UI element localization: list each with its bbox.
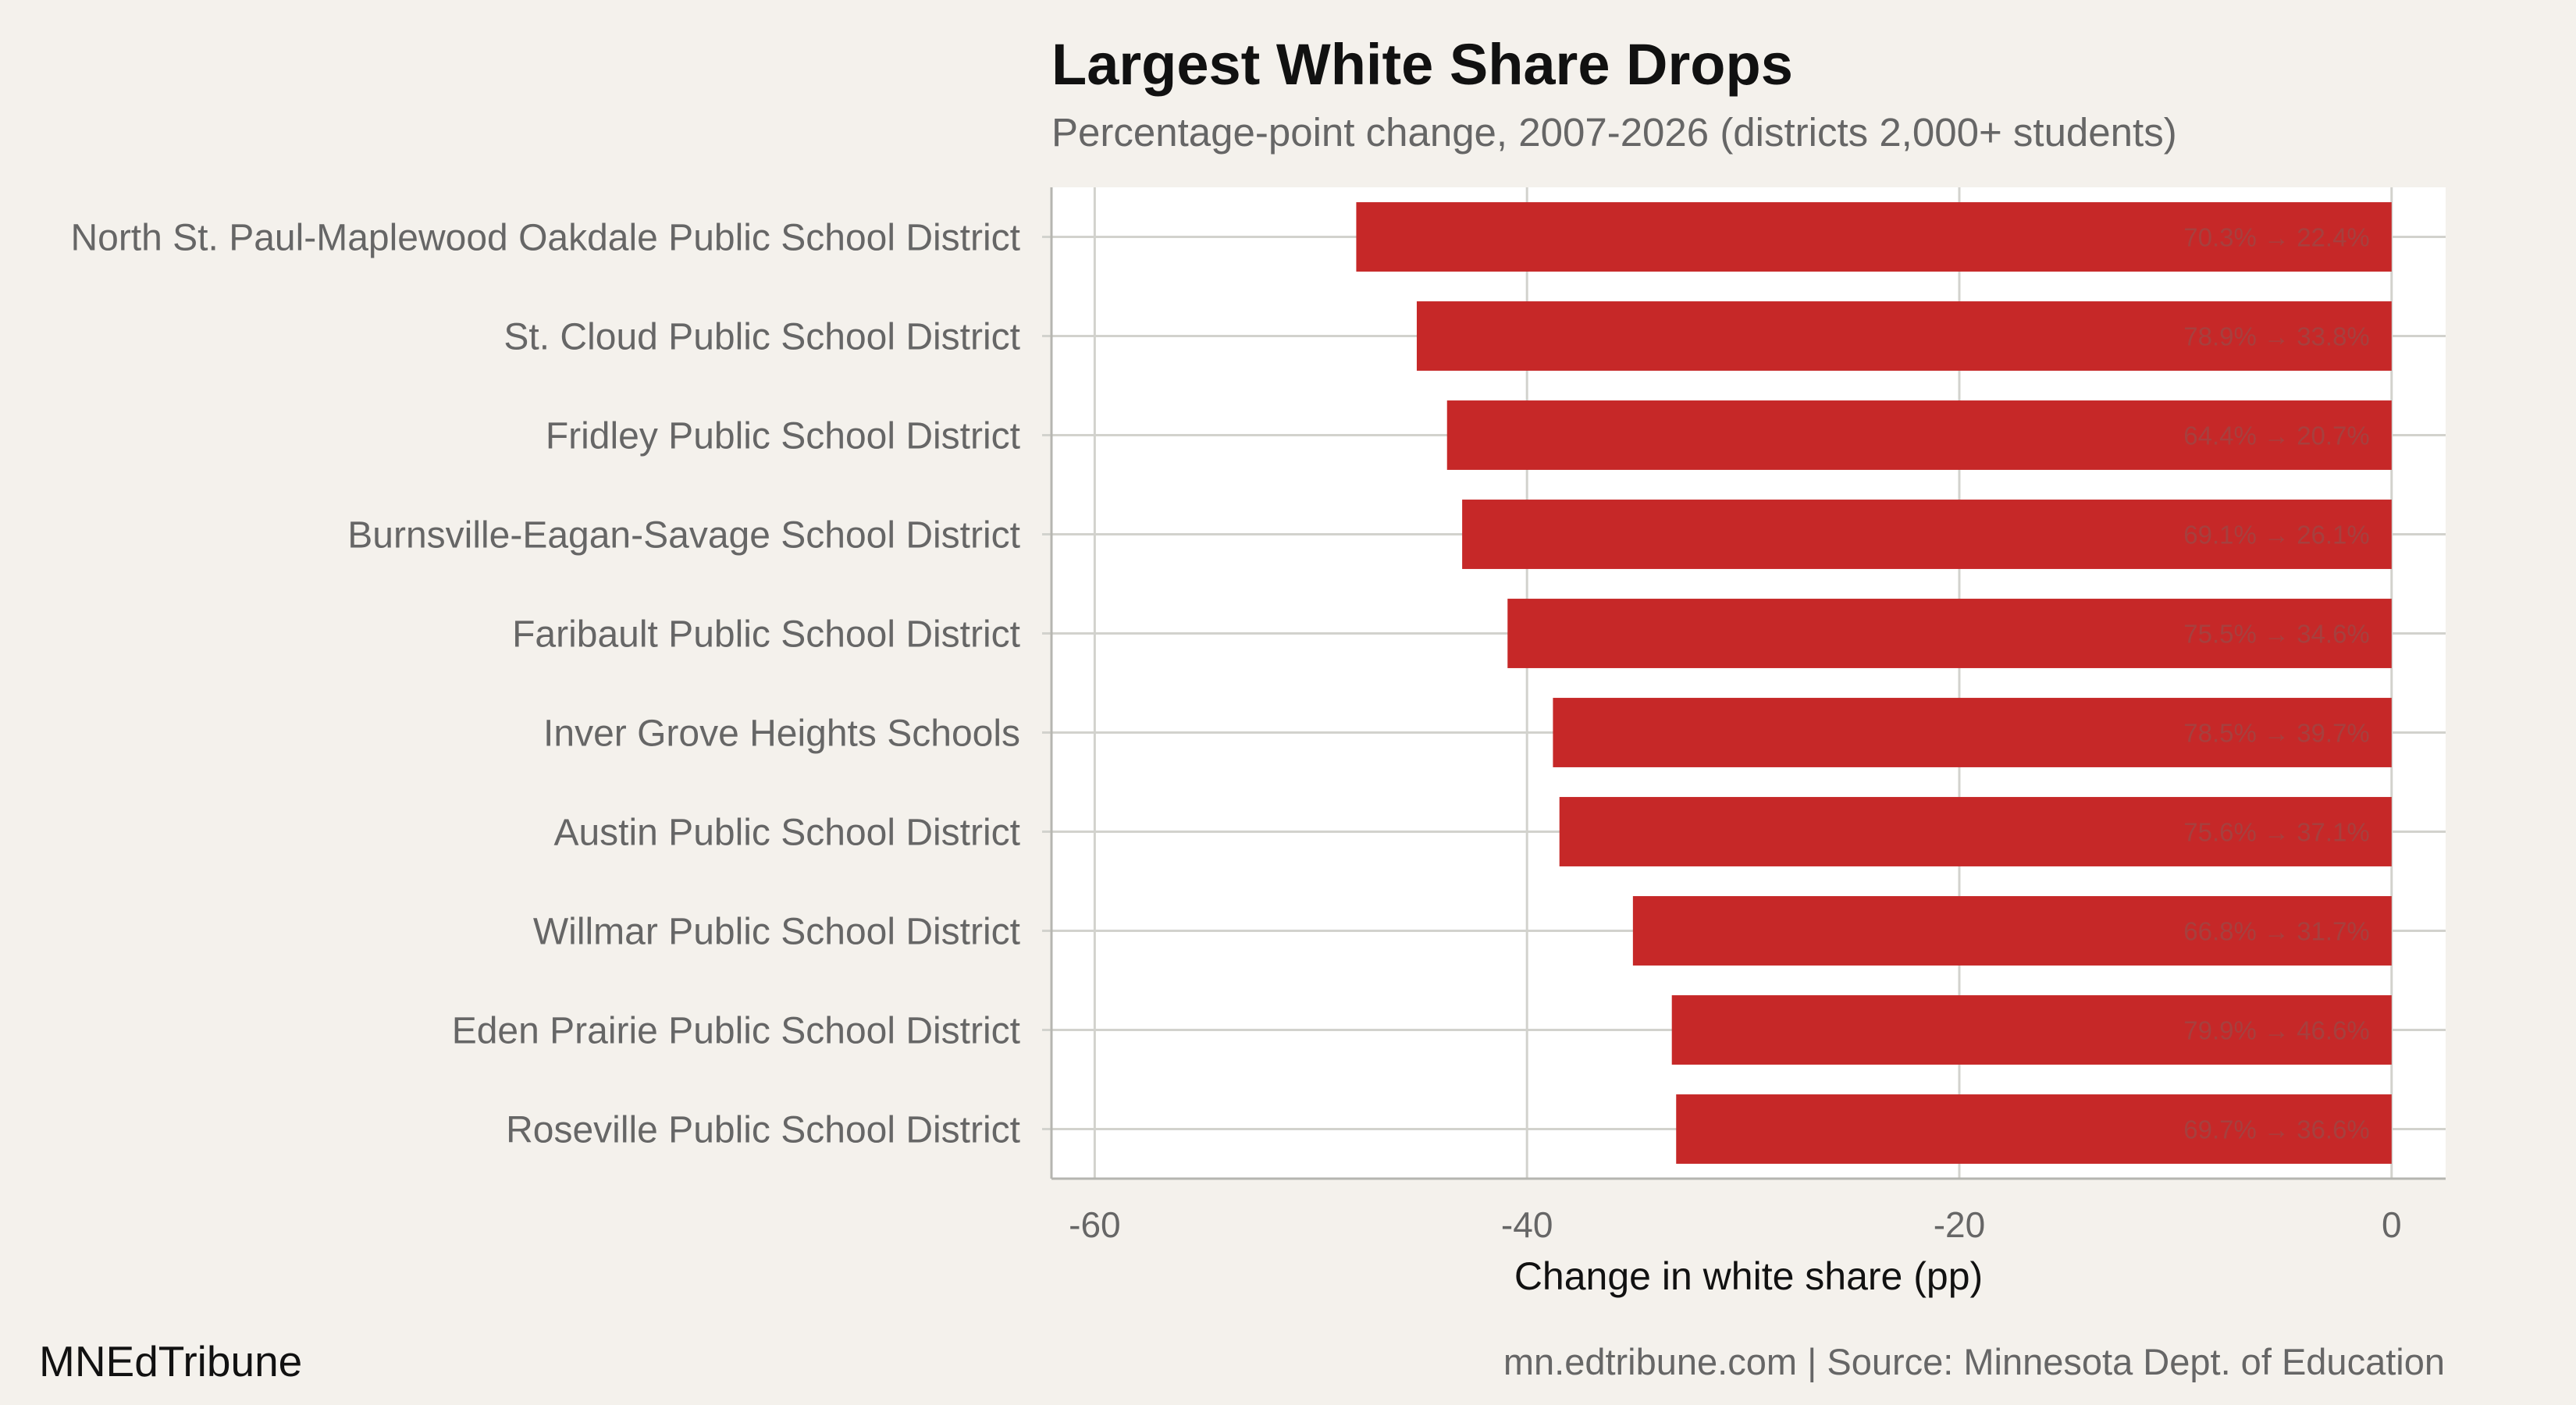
bar-value-labels: 70.3% → 22.4% 78.9% → 33.8% 64.4% → 20.7% 6… [2183, 223, 2369, 1144]
y-tick-label: Willmar Public School District [533, 912, 1020, 953]
y-tick-label: St. Cloud Public School District [503, 317, 1020, 358]
bar-value-label: 75.5% → 34.6% [2183, 620, 2369, 649]
chart-title: Largest White Share Drops [1051, 32, 1793, 97]
x-tick-label: -40 [1501, 1204, 1553, 1245]
bar-value-label: 69.7% → 36.6% [2183, 1115, 2369, 1144]
bars [1356, 202, 2392, 1164]
y-tick-label: Austin Public School District [553, 813, 1020, 854]
bar-value-label: 78.5% → 39.7% [2183, 719, 2369, 748]
y-tick-label: Eden Prairie Public School District [452, 1011, 1020, 1052]
x-tick-label: 0 [2382, 1204, 2402, 1245]
y-tick-label: North St. Paul-Maplewood Oakdale Public … [70, 218, 1020, 259]
source-credit: mn.edtribune.com | Source: Minnesota Dep… [1503, 1341, 2445, 1382]
y-tick-label: Faribault Public School District [512, 614, 1020, 656]
bar [1416, 301, 2392, 371]
bar-value-label: 78.9% → 33.8% [2183, 322, 2369, 351]
bar [1507, 599, 2392, 668]
chart-subtitle: Percentage-point change, 2007-2026 (dist… [1051, 110, 2177, 155]
bar [1553, 698, 2392, 767]
bar [1462, 500, 2392, 569]
y-tick-label: Inver Grove Heights Schools [543, 713, 1020, 755]
y-tick-labels: North St. Paul-Maplewood Oakdale Public … [70, 218, 1020, 1151]
bar [1356, 202, 2392, 272]
y-tick-label: Roseville Public School District [506, 1110, 1020, 1151]
bar-value-label: 70.3% → 22.4% [2183, 223, 2369, 252]
bar-value-label: 66.8% → 31.7% [2183, 917, 2369, 946]
brand-name: MNEdTribune [39, 1337, 303, 1385]
y-tick-label: Fridley Public School District [546, 416, 1020, 457]
bar [1446, 400, 2392, 470]
bar-value-label: 69.1% → 26.1% [2183, 521, 2369, 550]
bar [1632, 896, 2392, 966]
bar [1671, 995, 2392, 1065]
y-tick-label: Burnsville-Eagan-Savage School District [347, 515, 1020, 557]
bar [1559, 797, 2392, 866]
bar-value-label: 75.6% → 37.1% [2183, 818, 2369, 847]
bar [1676, 1094, 2392, 1164]
x-tick-labels: -60 -40 -20 0 [1069, 1204, 2401, 1245]
bar-value-label: 64.4% → 20.7% [2183, 422, 2369, 450]
x-axis-title: Change in white share (pp) [1514, 1254, 1983, 1298]
x-tick-label: -60 [1069, 1204, 1120, 1245]
bar-value-label: 79.9% → 46.6% [2183, 1016, 2369, 1045]
x-tick-label: -20 [1934, 1204, 1985, 1245]
